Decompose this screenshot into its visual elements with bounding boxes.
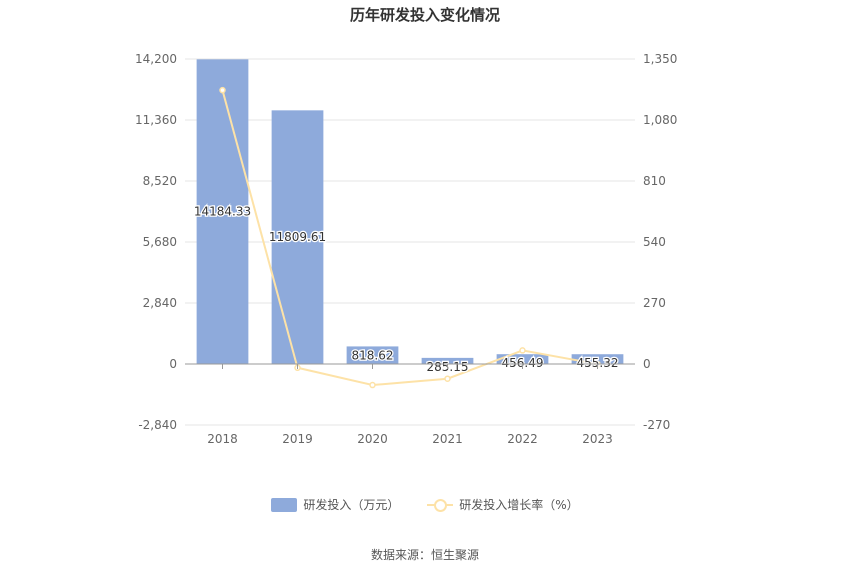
legend-item-bar[interactable]: 研发投入（万元） (271, 496, 399, 513)
growth-rate-point (519, 347, 526, 354)
bar-data-label: 11809.61 (269, 230, 326, 244)
grid-layer (185, 58, 635, 426)
x-axis: 2018 2019 2020 2021 2022 2023 (185, 363, 635, 446)
bar (421, 357, 474, 364)
axis-left: 14,200 11,360 8,520 5,680 2,840 0 -2,840 (135, 52, 177, 432)
growth-rate-point (219, 86, 226, 94)
y-right-tick-label: 540 (643, 235, 666, 249)
x-tick-label: 2018 (207, 432, 238, 446)
y-left-tick-label: 14,200 (135, 52, 177, 66)
growth-rate-line (221, 89, 598, 387)
legend-line-swatch (427, 498, 454, 512)
legend-label-bar: 研发投入（万元） (303, 498, 400, 512)
source-note: 数据来源：恒生聚源 (370, 548, 479, 562)
bar (346, 346, 399, 364)
bar (496, 354, 549, 364)
y-right-tick-label: 810 (643, 174, 666, 188)
bar-data-label: 456.49 (502, 356, 544, 370)
axis-right: 1,350 1,080 810 540 270 0 -270 (643, 52, 677, 432)
y-right-tick-label: -270 (643, 418, 670, 432)
growth-rate-point (369, 381, 376, 389)
y-left-tick-label: -2,840 (138, 418, 177, 432)
line-layer (219, 86, 601, 389)
legend-label-line: 研发投入增长率（%） (459, 498, 579, 512)
growth-rate-point (444, 375, 451, 382)
x-tick-label: 2023 (582, 432, 613, 446)
bar-data-label: 14184.33 (194, 205, 251, 219)
bars-layer (196, 59, 624, 364)
y-right-tick-label: 1,080 (643, 113, 677, 127)
y-right-tick-label: 0 (643, 357, 651, 371)
bar (571, 354, 624, 364)
bar (196, 59, 249, 364)
x-tick-label: 2019 (282, 432, 313, 446)
legend: 研发投入（万元） 研发投入增长率（%） (0, 496, 850, 513)
y-left-tick-label: 11,360 (135, 113, 177, 127)
legend-item-line[interactable]: 研发投入增长率（%） (427, 496, 579, 513)
x-tick-label: 2020 (357, 432, 388, 446)
legend-bar-swatch (271, 497, 298, 512)
x-tick-label: 2022 (507, 432, 538, 446)
y-left-tick-label: 8,520 (143, 174, 177, 188)
x-tick-label: 2021 (432, 432, 463, 446)
y-left-tick-label: 0 (169, 357, 177, 371)
y-left-tick-label: 5,680 (143, 235, 177, 249)
y-left-tick-label: 2,840 (143, 296, 177, 310)
y-right-tick-label: 270 (643, 296, 666, 310)
bar-data-label: 818.62 (352, 348, 394, 362)
bar-data-label: 455.32 (577, 356, 619, 370)
y-right-tick-label: 1,350 (643, 52, 677, 66)
chart-title: 历年研发投入变化情况 (349, 6, 500, 24)
bar (271, 110, 324, 364)
